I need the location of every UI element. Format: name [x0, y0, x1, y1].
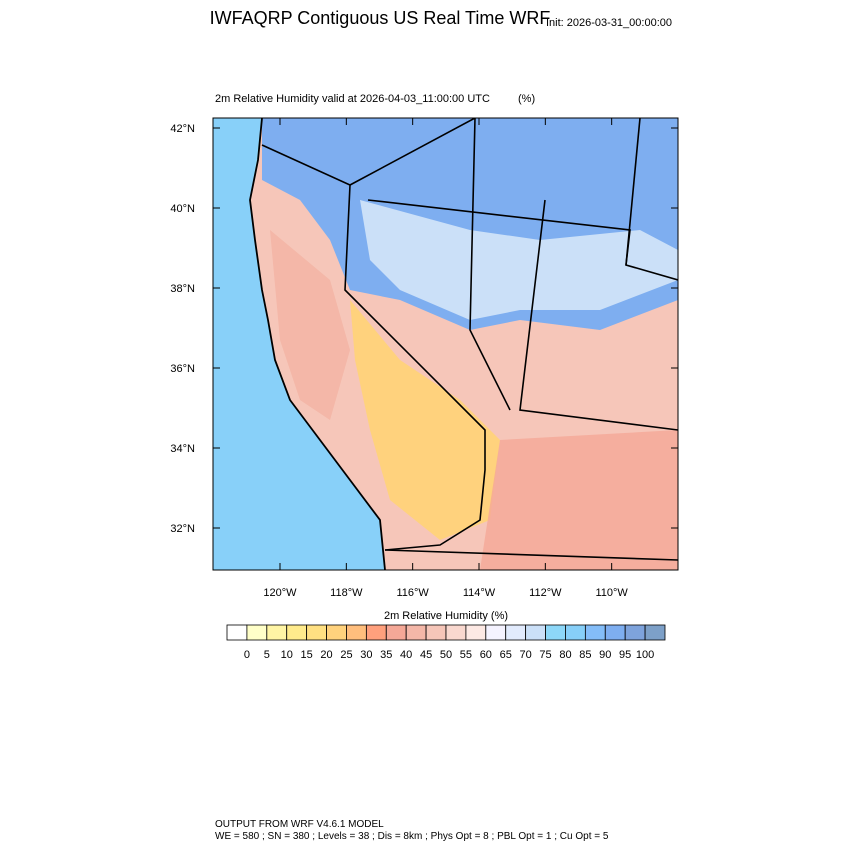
colorbar-box	[505, 624, 527, 641]
dry-desert	[350, 300, 500, 540]
colorbar-box	[604, 624, 626, 641]
colorbar-box	[644, 624, 666, 641]
colorbar-label: 70	[520, 649, 532, 661]
colorbar-box	[365, 624, 387, 641]
colorbar-box	[485, 624, 507, 641]
lat-tick-label: 42°N	[170, 123, 195, 135]
colorbar-box	[624, 624, 646, 641]
lon-tick-label: 114°W	[463, 587, 496, 599]
init-time: Init: 2026-03-31_00:00:00	[546, 17, 672, 29]
colorbar-label: 85	[579, 649, 591, 661]
colorbar-box	[246, 624, 268, 641]
colorbar-box	[405, 624, 427, 641]
colorbar-label: 0	[244, 649, 250, 661]
lon-tick-label: 110°W	[596, 587, 629, 599]
lon-tick-label: 118°W	[330, 587, 363, 599]
colorbar-label: 20	[320, 649, 332, 661]
colorbar-box	[545, 624, 566, 641]
colorbar-label: 35	[380, 649, 392, 661]
colorbar-label: 15	[301, 649, 313, 661]
colorbar-box	[385, 624, 407, 641]
borders	[249, 118, 678, 570]
colorbar-box	[584, 624, 606, 641]
colorbar-label: 80	[559, 649, 571, 661]
colorbar-box	[525, 624, 546, 641]
moist-band	[360, 200, 678, 320]
colorbar-box	[306, 624, 327, 641]
units: (%)	[518, 93, 535, 105]
state-border	[625, 118, 641, 266]
lat-tick-label: 40°N	[170, 203, 195, 215]
colorbar-box	[465, 624, 487, 641]
lat-tick-label: 34°N	[170, 443, 195, 455]
colorbar-label: 65	[500, 649, 512, 661]
lat-tick-label: 38°N	[170, 283, 195, 295]
footer-line: OUTPUT FROM WRF V4.6.1 MODEL	[215, 819, 384, 830]
colorbar-label: 40	[400, 649, 412, 661]
colorbar-label: 10	[281, 649, 293, 661]
colorbar-box	[425, 624, 447, 641]
title: IWFAQRP Contiguous US Real Time WRF	[210, 8, 551, 28]
colorbar-box	[286, 624, 308, 641]
state-border	[519, 199, 678, 431]
colorbar-label: 55	[460, 649, 472, 661]
lon-tick-label: 120°W	[263, 587, 297, 599]
colorbar-label: 60	[480, 649, 492, 661]
colorbar-box	[346, 624, 367, 641]
coastline	[249, 118, 386, 570]
state-border	[469, 118, 511, 411]
map-frame	[212, 117, 679, 571]
colorbar-label: 5	[264, 649, 270, 661]
colorbar-label: 90	[599, 649, 611, 661]
subtitle: 2m Relative Humidity valid at 2026-04-03…	[215, 93, 490, 105]
colorbar-label: 25	[340, 649, 352, 661]
lat-tick-label: 36°N	[170, 363, 195, 375]
colorbar-box	[326, 624, 347, 641]
colorbar-label: 45	[420, 649, 432, 661]
dry-southeast	[480, 430, 678, 570]
state-border	[261, 144, 486, 551]
colorbar-title: 2m Relative Humidity (%)	[384, 610, 508, 622]
colorbar-label: 75	[539, 649, 551, 661]
map-field	[213, 118, 678, 570]
colorbar-label: 95	[619, 649, 631, 661]
central-valley	[270, 230, 350, 420]
lon-tick-label: 112°W	[529, 587, 562, 599]
footer-line: WE = 580 ; SN = 380 ; Levels = 38 ; Dis …	[215, 831, 609, 842]
ocean-coastal	[213, 118, 385, 570]
state-border	[349, 118, 476, 186]
national-border	[384, 549, 678, 561]
colorbar-box	[226, 624, 248, 641]
colorbar-label: 30	[360, 649, 372, 661]
colorbar-box	[445, 624, 467, 641]
colorbar-label: 100	[636, 649, 654, 661]
colorbar-box	[266, 624, 288, 641]
lat-tick-label: 32°N	[170, 523, 195, 535]
lon-tick-label: 116°W	[397, 587, 430, 599]
colorbar-box	[565, 624, 586, 641]
colorbar-label: 50	[440, 649, 452, 661]
